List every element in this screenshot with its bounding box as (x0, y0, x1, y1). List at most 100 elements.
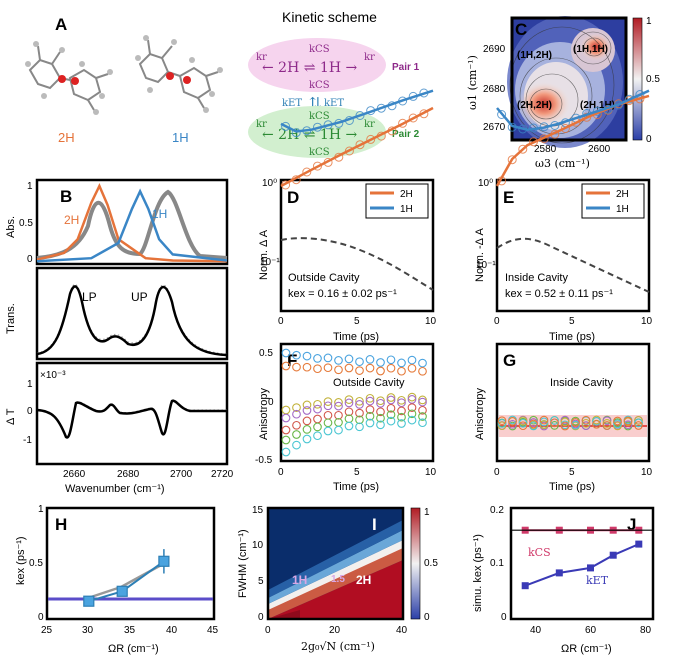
panel-g-marker (497, 421, 507, 431)
panel-b-axes (35, 178, 229, 466)
panel-g-marker (571, 420, 580, 430)
svg-text:40: 40 (530, 625, 542, 636)
panel-f-marker (302, 351, 312, 361)
panel-e-marker (582, 112, 592, 122)
svg-text:kCS: kCS (309, 80, 330, 91)
panel-g-marker (508, 419, 517, 429)
panel-f-marker (323, 397, 333, 406)
panel-e-yticks: 10⁰ 10⁻¹ (476, 178, 496, 271)
panel-f-marker (376, 398, 385, 408)
pair1-scheme: kCS kr kr ← 2H ⇌ 1H → kCS (256, 44, 375, 91)
svg-text:45: 45 (207, 625, 219, 636)
panel-f-marker (302, 425, 312, 434)
svg-text:kr: kr (256, 119, 267, 130)
panel-f-marker (323, 401, 333, 411)
panel-g-marker (497, 416, 507, 426)
panel-g-xlabel: Time (ps) (549, 481, 595, 493)
panel-j-label: J (627, 515, 636, 534)
panel-d-marker (313, 161, 322, 171)
panel-b-dt-data (36, 399, 227, 437)
panel-f-marker (292, 403, 301, 412)
svg-text:30: 30 (82, 625, 94, 636)
panel-f-marker (323, 363, 333, 373)
panel-f-marker (386, 416, 396, 426)
panel-h-marker (158, 555, 170, 567)
panel-f-ylabel: Anisotropy (258, 388, 270, 440)
panel-f-yticks: 0.5 0 -0.5 (255, 348, 274, 466)
svg-text:5: 5 (354, 467, 360, 478)
panel-f-marker (365, 393, 375, 403)
panel-b-2h-label: 2H (64, 213, 79, 227)
panel-h-label: H (55, 515, 67, 534)
panel-e-legend (581, 183, 645, 219)
panel-g-marker (550, 421, 559, 430)
panel-i-ylabel: FWHM (cm⁻¹) (237, 529, 249, 598)
svg-text:1: 1 (424, 507, 430, 518)
panel-i-region-mid: 1.5 (331, 574, 345, 585)
svg-text:1: 1 (27, 181, 33, 192)
panel-f-marker (292, 420, 301, 430)
panel-f-marker (313, 404, 322, 414)
panel-j-marker (587, 564, 594, 572)
panel-g-marker (550, 416, 559, 425)
panel-g-marker (529, 419, 538, 429)
panel-i-region-1h: 1H (292, 573, 307, 587)
panel-g-marker (508, 416, 517, 426)
panel-j-ylabel: simu. kex (ps⁻¹) (472, 534, 484, 612)
panel-f-marker (418, 358, 427, 368)
svg-text:10⁰: 10⁰ (262, 178, 277, 189)
panel-b-dt-fit (36, 399, 227, 439)
panel-j-frame (509, 506, 655, 621)
panel-g-marker (550, 418, 559, 428)
svg-text:2600: 2600 (588, 144, 611, 155)
svg-text:5: 5 (258, 576, 264, 587)
panel-g-marker (634, 418, 643, 428)
panel-f-marker (281, 405, 291, 415)
panel-g-marker (613, 416, 622, 426)
svg-text:0.1: 0.1 (490, 558, 504, 569)
svg-text:2680: 2680 (117, 469, 140, 480)
panel-g-marker (634, 416, 643, 425)
svg-text:40: 40 (396, 625, 408, 636)
panel-b-dt-yticks: 1 0 -1 (23, 379, 33, 446)
panel-f-annotation: Outside Cavity (333, 377, 405, 389)
svg-text:← 2H ⇌ 1H →: ← 2H ⇌ 1H → (262, 127, 357, 143)
panel-h-frame (45, 506, 216, 621)
panel-g-marker (581, 421, 591, 431)
panel-e-frame (495, 178, 651, 313)
panel-f-marker (397, 419, 406, 428)
panel-c-yticks: 2690 2680 2670 (483, 44, 506, 133)
svg-text:5: 5 (569, 467, 575, 478)
panel-f-marker (281, 413, 291, 423)
molecule-2h-label: 2H (58, 130, 75, 145)
panel-j-marker (521, 582, 529, 590)
panel-g-marker (623, 416, 633, 426)
panel-f-marker (302, 416, 312, 426)
panel-d-ylabel: Norm. Δ A (258, 229, 270, 280)
panel-f-marker (397, 406, 406, 416)
panel-i-xlabel: 2g₀√N (cm⁻¹) (301, 640, 375, 653)
panel-f-marker (313, 364, 322, 374)
panel-g-marker (592, 419, 601, 429)
panel-c-xlabel: ω3 (cm⁻¹) (535, 157, 590, 170)
panel-f-marker (323, 418, 333, 428)
molecule-1h-icon (135, 35, 223, 113)
panel-d-marker (281, 121, 291, 131)
panel-i-xticks: 0 20 40 (265, 625, 408, 636)
panel-f-marker (365, 396, 375, 406)
panel-g-marker (581, 418, 591, 428)
panel-e-marker (518, 144, 528, 154)
panel-f-marker (334, 398, 343, 407)
panel-i-colorbar (410, 507, 421, 620)
panel-f-marker (302, 406, 312, 415)
panel-b-abs-total (36, 189, 228, 260)
panel-d-frame (279, 178, 435, 313)
panel-f-marker (418, 418, 427, 428)
pair2-label: Pair 2 (392, 129, 420, 140)
panel-g-marker (529, 415, 538, 425)
panel-g-marker (602, 421, 612, 430)
panel-g-marker (571, 418, 580, 427)
svg-text:0: 0 (494, 316, 500, 327)
panel-b-xlabel: Wavenumber (cm⁻¹) (65, 483, 165, 495)
